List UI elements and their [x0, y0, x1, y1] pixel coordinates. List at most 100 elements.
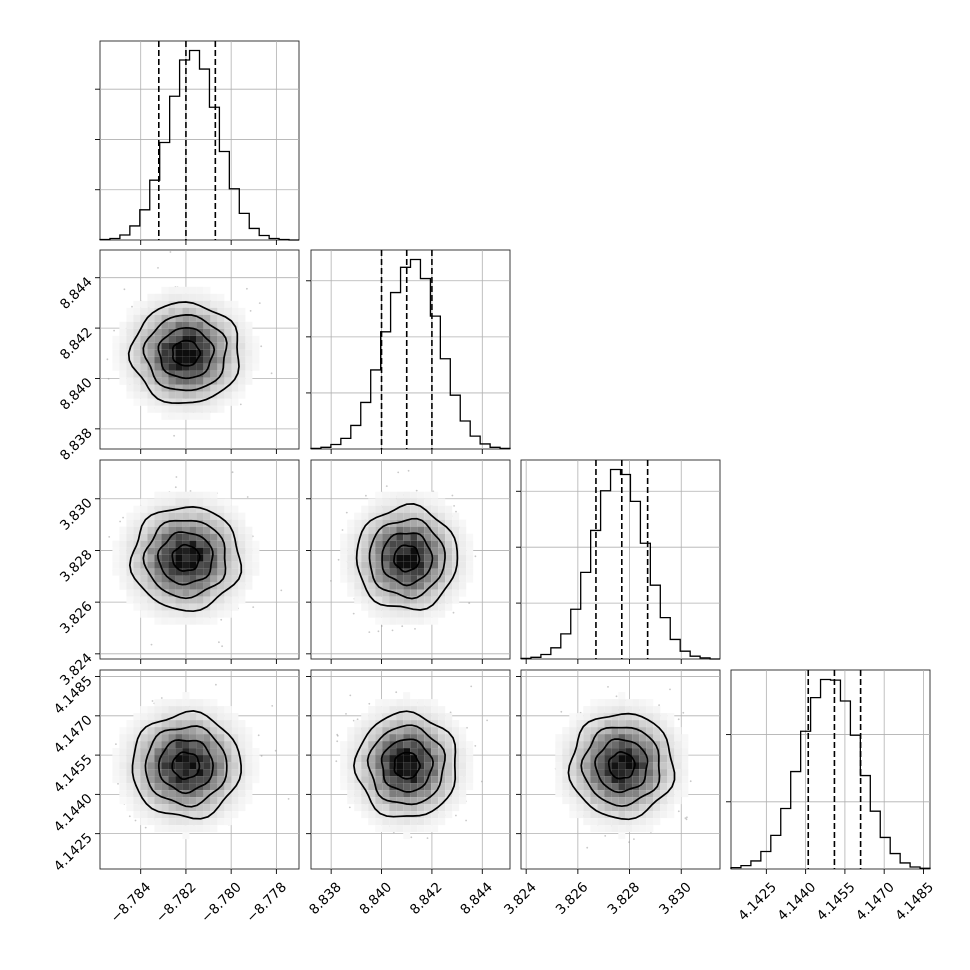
- density-cell: [632, 811, 640, 819]
- density-cell: [203, 561, 211, 569]
- density-cell: [639, 706, 647, 714]
- density-cell: [126, 328, 134, 336]
- density-cell: [217, 512, 225, 520]
- density-cell: [182, 755, 190, 763]
- density-cell: [410, 699, 418, 707]
- density-cell: [217, 818, 225, 826]
- density-cell: [368, 533, 376, 541]
- density-cell: [361, 568, 369, 576]
- density-cell: [224, 307, 232, 315]
- density-cell: [238, 314, 246, 322]
- density-cell: [217, 741, 225, 749]
- density-cell: [590, 825, 598, 833]
- density-cell: [154, 307, 162, 315]
- sample-point: [249, 310, 252, 312]
- density-cell: [431, 596, 439, 604]
- density-cell: [417, 790, 425, 798]
- density-cell: [410, 582, 418, 590]
- density-cell: [396, 589, 404, 597]
- density-cell: [238, 391, 246, 399]
- density-cell: [459, 533, 467, 541]
- density-cell: [140, 603, 148, 611]
- density-cell: [175, 405, 183, 413]
- sample-point: [107, 377, 110, 380]
- density-cell: [252, 776, 260, 784]
- density-cell: [126, 762, 134, 770]
- density-cell: [438, 804, 446, 812]
- density-cell: [583, 811, 591, 819]
- density-cell: [210, 706, 218, 714]
- density-cell: [604, 811, 612, 819]
- density-cell: [382, 610, 390, 618]
- density-cell: [424, 783, 432, 791]
- density-cell: [217, 526, 225, 534]
- x-tick-label-0-1: −8.782: [153, 879, 200, 926]
- density-cell: [618, 734, 626, 742]
- density-cell: [238, 748, 246, 756]
- density-cell: [189, 498, 197, 506]
- density-cell: [417, 505, 425, 513]
- density-cell: [224, 568, 232, 576]
- density-cell: [210, 328, 218, 336]
- density-cell: [375, 776, 383, 784]
- density-cell: [375, 713, 383, 721]
- density-cell: [625, 818, 633, 826]
- density-cell: [417, 491, 425, 499]
- density-cell: [361, 589, 369, 597]
- sample-point: [686, 816, 688, 819]
- density-cell: [375, 811, 383, 819]
- density-cell: [576, 776, 584, 784]
- density-cell: [238, 349, 246, 357]
- density-cell: [660, 811, 668, 819]
- density-cell: [175, 547, 183, 555]
- density-cell: [445, 575, 453, 583]
- density-cell: [224, 575, 232, 583]
- density-cell: [126, 370, 134, 378]
- density-cell: [182, 412, 190, 420]
- density-cell: [604, 727, 612, 735]
- density-cell: [161, 783, 169, 791]
- density-cell: [189, 405, 197, 413]
- density-cell: [189, 328, 197, 336]
- density-cell: [417, 748, 425, 756]
- density-cell: [382, 512, 390, 520]
- density-cell: [361, 505, 369, 513]
- density-cell: [354, 762, 362, 770]
- density-cell: [217, 342, 225, 350]
- density-cell: [438, 533, 446, 541]
- density-cell: [119, 554, 127, 562]
- density-cell: [154, 755, 162, 763]
- density-cell: [347, 776, 355, 784]
- density-cell: [424, 797, 432, 805]
- density-cell: [161, 363, 169, 371]
- density-cell: [175, 533, 183, 541]
- density-cell: [182, 610, 190, 618]
- density-cell: [182, 741, 190, 749]
- density-cell: [140, 356, 148, 364]
- density-cell: [196, 804, 204, 812]
- y-tick-label-3-1: 4.1440: [51, 791, 96, 836]
- density-cell: [403, 783, 411, 791]
- density-cell: [625, 776, 633, 784]
- density-cell: [182, 825, 190, 833]
- density-cell: [396, 804, 404, 812]
- density-cell: [224, 561, 232, 569]
- density-cell: [410, 575, 418, 583]
- density-cell: [196, 699, 204, 707]
- density-cell: [182, 533, 190, 541]
- y-tick-label-1-0: 8.838: [57, 425, 96, 464]
- density-cell: [431, 755, 439, 763]
- density-cell: [653, 755, 661, 763]
- density-cell: [424, 589, 432, 597]
- density-cell: [161, 769, 169, 777]
- density-cell: [667, 811, 675, 819]
- density-cell: [396, 519, 404, 527]
- density-cell: [126, 596, 134, 604]
- sample-point: [173, 434, 176, 437]
- sample-point: [160, 697, 163, 699]
- density-cell: [154, 818, 162, 826]
- density-cell: [431, 617, 439, 625]
- density-cell: [189, 699, 197, 707]
- density-cell: [168, 610, 176, 618]
- density-cell: [119, 526, 127, 534]
